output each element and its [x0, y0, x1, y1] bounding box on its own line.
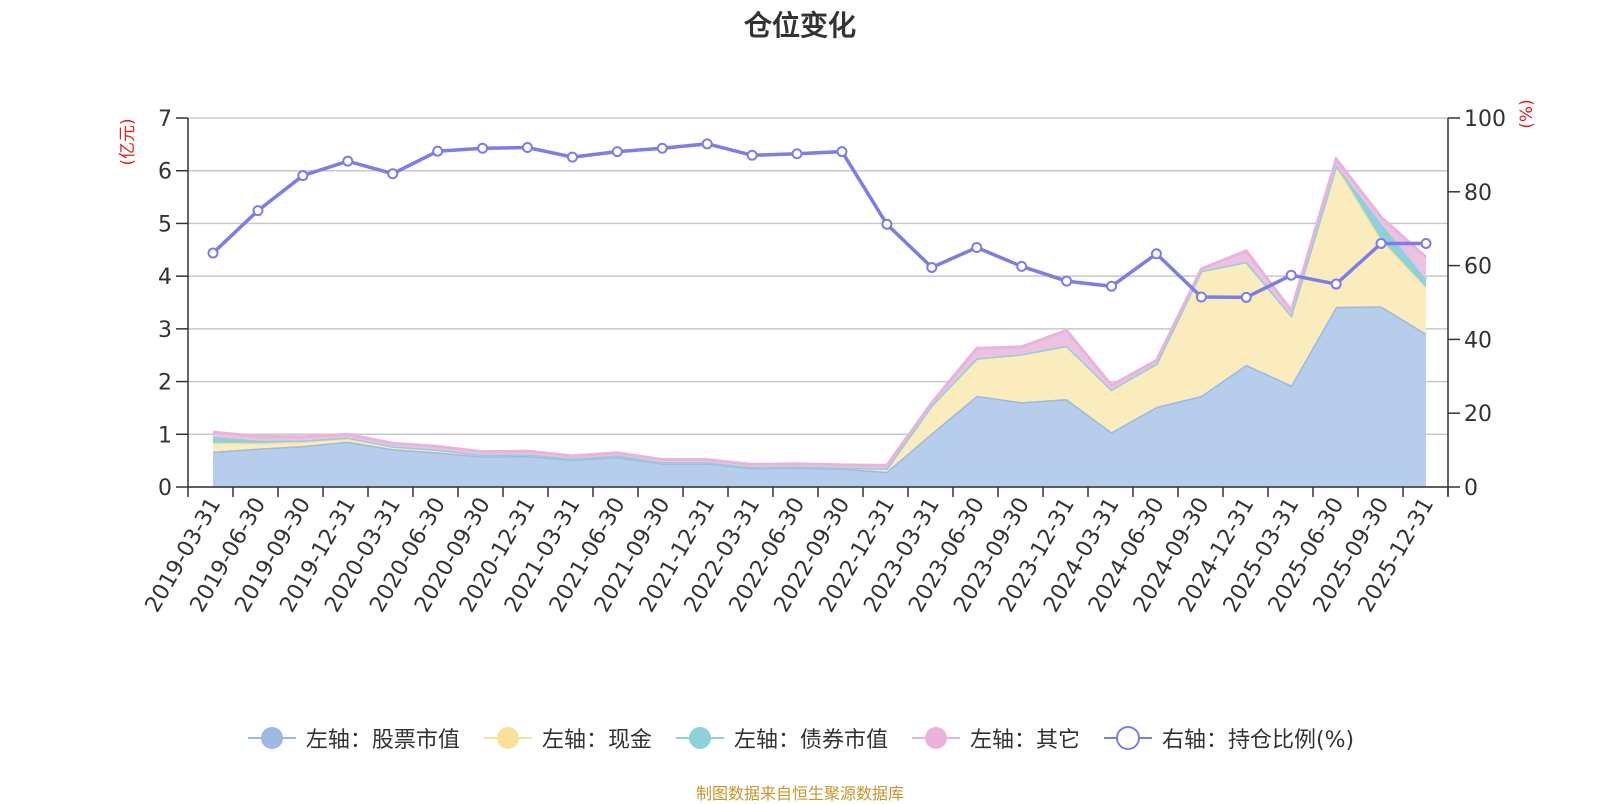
line-point: [746, 149, 758, 161]
area-line-左轴：其它: [212, 155, 1427, 467]
right-tick-label: 40: [1464, 328, 1492, 353]
line-point: [971, 242, 983, 254]
legend-line-marker-icon: [1103, 726, 1152, 750]
area-左轴：股票市值: [213, 306, 1426, 487]
legend-item[interactable]: 左轴：现金: [482, 722, 652, 754]
line-point: [207, 247, 219, 259]
line-point: [252, 205, 264, 217]
line-point: [1150, 248, 1162, 260]
legend-label: 左轴：其它: [969, 728, 1080, 753]
line-point: [836, 146, 848, 158]
legend-item[interactable]: 左轴：债券市值: [674, 722, 888, 754]
legend-area-marker-icon: [911, 727, 960, 749]
line-point: [1061, 275, 1073, 287]
area-左轴：现金: [213, 165, 1426, 472]
right-tick-label: 60: [1464, 255, 1492, 280]
legend-label: 左轴：现金: [541, 728, 652, 753]
line-point: [791, 148, 803, 160]
line-point: [611, 146, 623, 158]
line-point: [926, 261, 938, 273]
line-point: [1195, 291, 1207, 303]
left-tick-label: 0: [158, 476, 172, 501]
left-tick-label: 1: [158, 423, 172, 448]
line-point: [566, 151, 578, 163]
legend-area-marker-icon: [483, 727, 532, 749]
line-point: [387, 168, 399, 180]
line-holding-ratio: [211, 142, 1426, 300]
line-point: [521, 142, 533, 154]
line-point: [297, 170, 309, 182]
left-tick-label: 2: [158, 371, 172, 396]
line-point: [656, 142, 668, 154]
line-point: [477, 142, 489, 154]
left-tick-label: 3: [158, 318, 172, 343]
legend-item[interactable]: 左轴：股票市值: [246, 722, 460, 754]
line-point: [1420, 237, 1432, 249]
line-point: [1240, 291, 1252, 303]
line-point: [701, 138, 713, 150]
legend-area-marker-icon: [247, 727, 296, 749]
left-tick-label: 5: [158, 212, 172, 237]
right-tick-label: 100: [1464, 107, 1506, 132]
legend-label: 左轴：股票市值: [305, 728, 460, 753]
line-point: [881, 218, 893, 230]
source-note: 制图数据来自恒生聚源数据库: [695, 784, 904, 803]
legend-item[interactable]: 右轴：持仓比例(%): [1102, 722, 1354, 754]
line-point: [1285, 269, 1297, 281]
left-tick-label: 4: [158, 265, 172, 290]
chart-title: 仓位变化: [743, 9, 856, 42]
line-point: [1330, 278, 1342, 290]
legend-label: 左轴：债券市值: [733, 728, 888, 753]
left-tick-label: 6: [158, 160, 172, 185]
right-axis-label: (%): [1517, 99, 1537, 128]
line-point: [1016, 260, 1028, 272]
line-point: [1375, 237, 1387, 249]
right-tick-label: 20: [1464, 402, 1492, 427]
line-point: [342, 155, 354, 167]
legend-item[interactable]: 左轴：其它: [910, 722, 1080, 754]
line-point: [1106, 280, 1118, 292]
left-tick-label: 7: [158, 107, 172, 132]
area-左轴：其它: [213, 159, 1426, 469]
legend-label: 右轴：持仓比例(%): [1161, 728, 1355, 753]
right-tick-label: 0: [1464, 476, 1478, 501]
chart-legend: 左轴：股票市值 左轴：现金 左轴：债券市值 左轴：其它 右轴：持仓比例(%): [0, 722, 1600, 754]
legend-area-marker-icon: [675, 727, 724, 749]
line-point: [432, 145, 444, 157]
right-tick-label: 80: [1464, 181, 1492, 206]
left-axis-label: (亿元): [118, 118, 138, 165]
